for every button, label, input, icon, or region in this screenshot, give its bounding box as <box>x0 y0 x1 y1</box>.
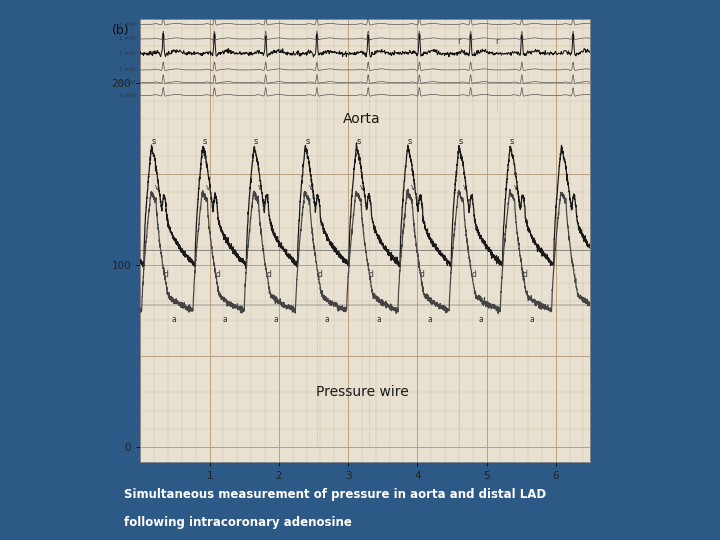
Text: s: s <box>510 137 514 146</box>
Text: v: v <box>360 184 364 192</box>
Text: v: v <box>309 184 313 192</box>
Text: a: a <box>222 315 228 323</box>
Text: d: d <box>472 270 476 279</box>
Text: d: d <box>266 270 271 279</box>
Text: v: v <box>411 184 415 192</box>
Text: s: s <box>356 137 361 146</box>
Text: a: a <box>274 315 279 323</box>
Text: 1 mV: 1 mV <box>119 36 135 42</box>
Text: a: a <box>325 315 330 323</box>
Text: r: r <box>212 37 215 46</box>
Text: d: d <box>164 270 169 279</box>
Text: d: d <box>523 270 528 279</box>
Text: Aorta: Aorta <box>343 112 381 126</box>
Text: r: r <box>457 37 461 46</box>
Text: d: d <box>215 270 220 279</box>
Text: s: s <box>151 137 156 146</box>
Text: r: r <box>495 37 499 46</box>
Text: v: v <box>257 184 262 192</box>
Text: v: v <box>206 184 211 192</box>
Text: 1 mV: 1 mV <box>119 80 135 85</box>
Text: 1 mV: 1 mV <box>119 51 135 56</box>
Text: r: r <box>315 37 319 46</box>
Text: d: d <box>369 270 374 279</box>
Text: v: v <box>462 184 467 192</box>
Text: 1 mV: 1 mV <box>119 93 135 98</box>
Text: d: d <box>420 270 425 279</box>
Text: (b): (b) <box>112 24 129 37</box>
Text: 1 mV: 1 mV <box>119 68 135 72</box>
Text: v: v <box>513 184 518 192</box>
Text: v: v <box>155 184 159 192</box>
Text: a: a <box>479 315 483 323</box>
Text: d: d <box>318 270 323 279</box>
Text: 1 mV: 1 mV <box>119 22 135 27</box>
Text: a: a <box>171 315 176 323</box>
Text: following intracoronary adenosine: following intracoronary adenosine <box>124 516 352 529</box>
Text: s: s <box>254 137 258 146</box>
Text: s: s <box>459 137 463 146</box>
Text: a: a <box>530 315 534 323</box>
Text: s: s <box>408 137 412 146</box>
Text: s: s <box>202 137 207 146</box>
Text: Simultaneous measurement of pressure in aorta and distal LAD: Simultaneous measurement of pressure in … <box>124 488 546 501</box>
Text: r: r <box>367 37 371 46</box>
Text: s: s <box>305 137 310 146</box>
Text: Pressure wire: Pressure wire <box>315 386 408 400</box>
Text: a: a <box>376 315 381 323</box>
Text: a: a <box>428 315 432 323</box>
